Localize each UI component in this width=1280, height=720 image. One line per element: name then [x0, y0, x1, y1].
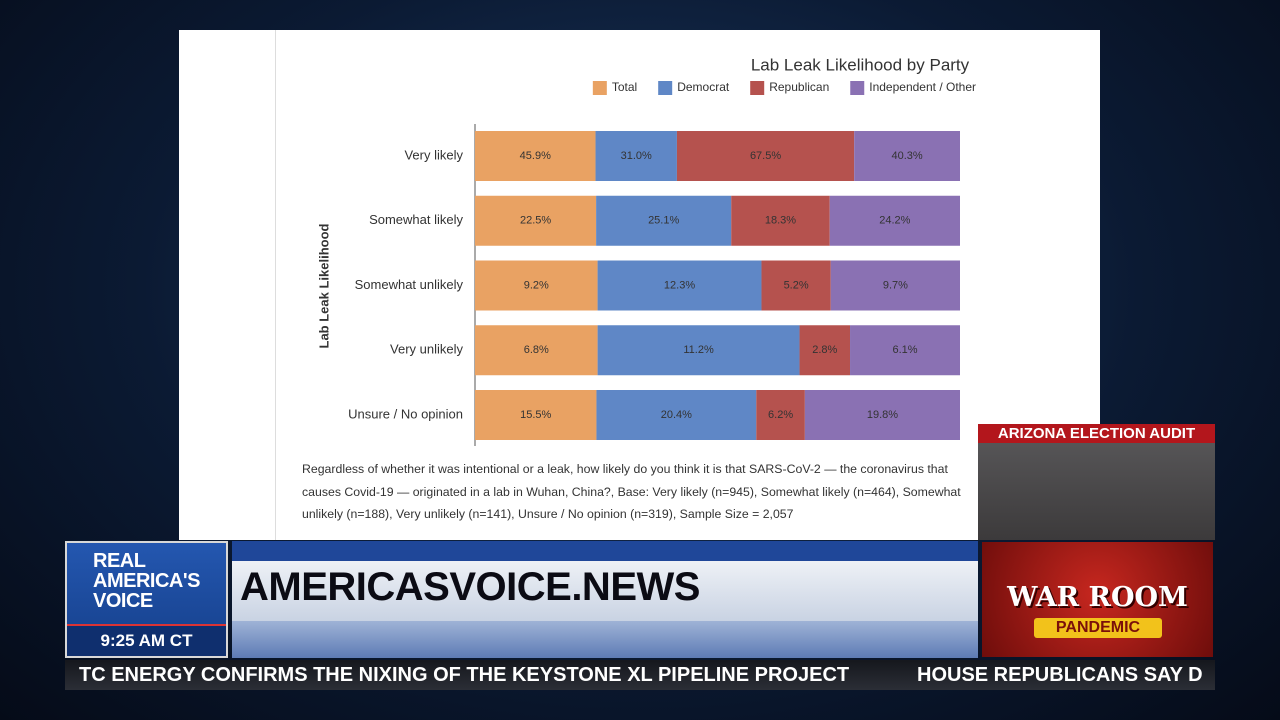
bar-segment	[676, 131, 855, 181]
bar-segment	[595, 131, 677, 181]
bar-segment	[731, 195, 830, 246]
legend-swatch	[592, 81, 607, 95]
value-label: 24.2%	[879, 215, 910, 227]
legend-label: Democrat	[677, 80, 730, 94]
channel-logo: REAL AMERICA'S VOICE 9:25 AM CT	[65, 541, 228, 658]
ticker-text: TC ENERGY CONFIRMS THE NIXING OF THE KEY…	[79, 664, 850, 686]
y-tick-label: Very likely	[404, 147, 463, 162]
inset-title: ARIZONA ELECTION AUDIT	[978, 424, 1215, 443]
value-label: 25.1%	[648, 215, 679, 227]
value-label: 19.8%	[867, 409, 898, 421]
bar-segment	[475, 195, 597, 246]
bar-segment	[475, 131, 596, 181]
ticker-text: HOUSE REPUBLICANS SAY D	[917, 664, 1203, 686]
bar-segment	[597, 260, 762, 311]
value-label: 15.5%	[520, 409, 551, 421]
value-label: 6.1%	[892, 344, 917, 356]
value-label: 20.4%	[661, 409, 692, 421]
y-tick-label: Somewhat unlikely	[355, 277, 464, 292]
chart-title: Lab Leak Likelihood by Party	[751, 55, 970, 74]
legend-swatch	[658, 81, 673, 95]
bar-segment	[761, 260, 831, 311]
bar-segment	[475, 390, 597, 440]
legend-label: Independent / Other	[869, 80, 976, 94]
bar-segment	[854, 131, 960, 181]
bar-segment	[596, 390, 757, 440]
value-label: 6.2%	[768, 409, 793, 421]
bar-segment	[597, 325, 800, 376]
value-label: 6.8%	[524, 344, 549, 356]
y-tick-label: Very unlikely	[390, 342, 463, 357]
bar-segment	[475, 325, 598, 376]
bar-segment	[475, 260, 598, 311]
value-label: 11.2%	[683, 344, 714, 356]
value-label: 22.5%	[520, 215, 551, 227]
value-label: 9.7%	[883, 279, 908, 291]
bar-segment	[830, 260, 960, 311]
bar-segment	[756, 390, 805, 440]
value-label: 5.2%	[784, 279, 809, 291]
bar-segment	[804, 390, 960, 440]
site-name: AMERICASVOICE.NEWS	[240, 565, 700, 609]
chart-caption: Regardless of whether it was intentional…	[302, 462, 961, 521]
logo-text: AMERICA'S	[93, 570, 200, 592]
bar-segment	[799, 325, 851, 376]
show-logo: WAR ROOM PANDEMIC	[982, 542, 1213, 657]
y-axis-label: Lab Leak Likelihood	[316, 223, 331, 348]
lower-third: AMERICASVOICE.NEWS	[232, 541, 978, 658]
bar-strip	[232, 541, 978, 561]
show-title: WAR ROOM	[1007, 582, 1188, 613]
value-label: 40.3%	[891, 150, 922, 162]
logo-text: REAL	[93, 550, 146, 572]
clock: 9:25 AM CT	[67, 624, 226, 656]
value-label: 12.3%	[664, 279, 695, 291]
bar-segment	[829, 195, 960, 246]
panel-divider	[275, 30, 276, 540]
bar-strip	[232, 621, 978, 658]
legend-swatch	[750, 81, 765, 95]
value-label: 2.8%	[812, 344, 837, 356]
value-label: 31.0%	[621, 150, 652, 162]
inset-video: ARIZONA ELECTION AUDIT	[978, 424, 1215, 540]
show-subtitle: PANDEMIC	[1034, 618, 1162, 638]
bar-segment	[596, 195, 732, 246]
y-tick-label: Somewhat likely	[369, 212, 463, 227]
legend-label: Republican	[769, 80, 829, 94]
value-label: 18.3%	[765, 215, 796, 227]
news-ticker: TC ENERGY CONFIRMS THE NIXING OF THE KEY…	[65, 660, 1215, 690]
bar-segment	[850, 325, 960, 376]
legend-label: Total	[612, 80, 637, 94]
y-tick-label: Unsure / No opinion	[348, 406, 463, 421]
bar-strip	[232, 561, 978, 621]
logo-text: VOICE	[93, 590, 153, 612]
legend-swatch	[850, 81, 865, 95]
value-label: 9.2%	[524, 279, 549, 291]
value-label: 67.5%	[750, 150, 781, 162]
value-label: 45.9%	[520, 150, 551, 162]
